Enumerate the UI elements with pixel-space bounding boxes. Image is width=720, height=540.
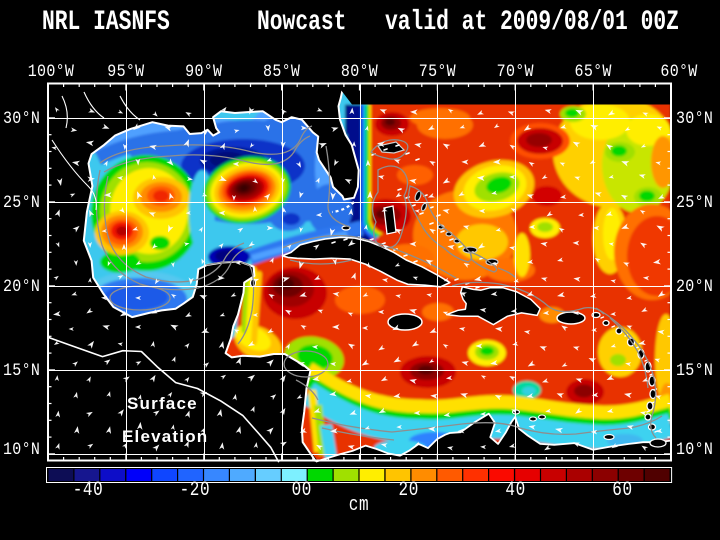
svg-text:85°W: 85°W	[263, 61, 300, 82]
svg-text:30°N: 30°N	[3, 108, 40, 129]
svg-text:15°N: 15°N	[676, 360, 713, 381]
svg-text:80°W: 80°W	[341, 61, 378, 82]
svg-text:20: 20	[398, 480, 418, 502]
svg-text:-20: -20	[180, 480, 211, 502]
svg-text:Nowcast: Nowcast	[257, 6, 346, 38]
svg-text:-40: -40	[73, 480, 104, 502]
svg-text:90°W: 90°W	[185, 61, 222, 82]
svg-text:Elevation: Elevation	[122, 427, 208, 446]
svg-text:25°N: 25°N	[3, 192, 40, 213]
svg-text:70°W: 70°W	[497, 61, 534, 82]
svg-text:cm: cm	[349, 495, 369, 517]
svg-text:10°N: 10°N	[3, 439, 40, 460]
svg-text:95°W: 95°W	[107, 61, 144, 82]
svg-text:40: 40	[505, 480, 525, 502]
svg-text:NRL IASNFS: NRL IASNFS	[42, 6, 170, 38]
svg-text:100°W: 100°W	[28, 61, 74, 82]
svg-text:75°W: 75°W	[419, 61, 456, 82]
svg-text:65°W: 65°W	[575, 61, 612, 82]
svg-text:30°N: 30°N	[676, 108, 713, 129]
svg-text:60°W: 60°W	[660, 61, 697, 82]
svg-text:10°N: 10°N	[676, 439, 713, 460]
svg-text:25°N: 25°N	[676, 192, 713, 213]
svg-text:60: 60	[612, 480, 632, 502]
svg-text:valid at 2009/08/01 00Z: valid at 2009/08/01 00Z	[385, 6, 679, 38]
svg-text:15°N: 15°N	[3, 360, 40, 381]
svg-text:20°N: 20°N	[676, 276, 713, 297]
svg-text:20°N: 20°N	[3, 276, 40, 297]
svg-text:00: 00	[292, 480, 312, 502]
svg-text:Surface: Surface	[127, 394, 198, 413]
